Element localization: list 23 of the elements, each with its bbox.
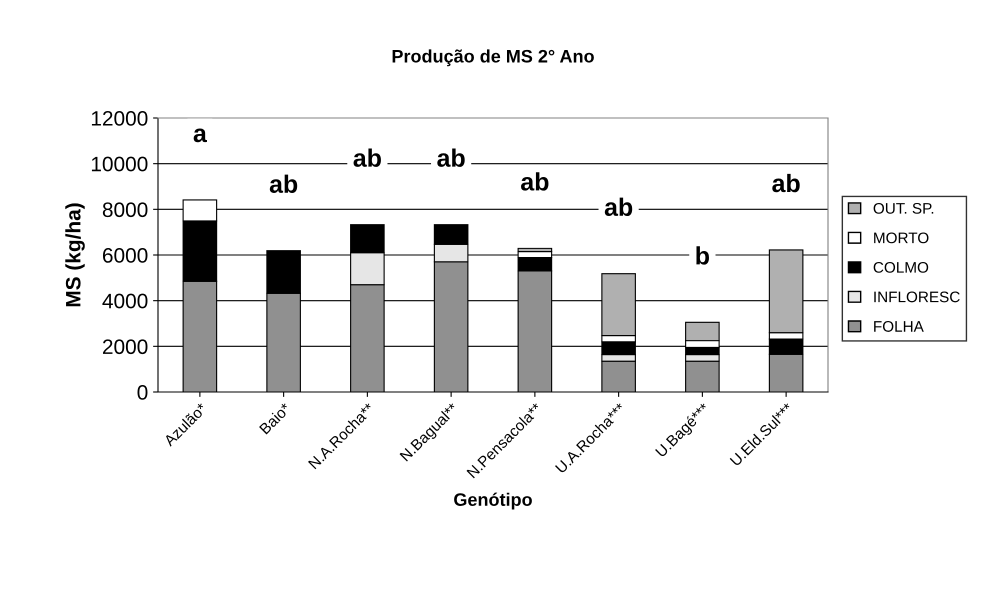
y-tick-label: 12000 [92, 111, 148, 126]
legend-label: INFLORESC [874, 292, 960, 302]
annotation: ab [521, 172, 548, 191]
annotation: ab [354, 148, 381, 167]
y-tick-label: 2000 [102, 339, 148, 354]
legend-label: MORTO [874, 232, 928, 244]
y-axis-title: MS (kg/ha) [65, 203, 85, 306]
chart-title: Produção de MS 2° Ano [392, 49, 594, 66]
y-tick-label: 10000 [92, 156, 148, 172]
legend-label: FOLHA [874, 321, 924, 332]
annotation: ab [270, 174, 298, 193]
legend-label: COLMO [874, 262, 928, 273]
annotation: a [194, 128, 207, 142]
annotation: ab [772, 174, 800, 192]
x-axis-title: Genótipo [454, 492, 532, 510]
annotation: ab [437, 148, 465, 167]
y-tick-label: 6000 [102, 248, 148, 263]
y-tick-label: 8000 [102, 202, 148, 218]
y-tick-label: 0 [138, 385, 148, 400]
annotation: ab [604, 198, 632, 216]
legend-label: OUT. SP. [874, 202, 934, 214]
y-tick-label: 4000 [102, 294, 148, 308]
annotation: b [696, 246, 709, 265]
